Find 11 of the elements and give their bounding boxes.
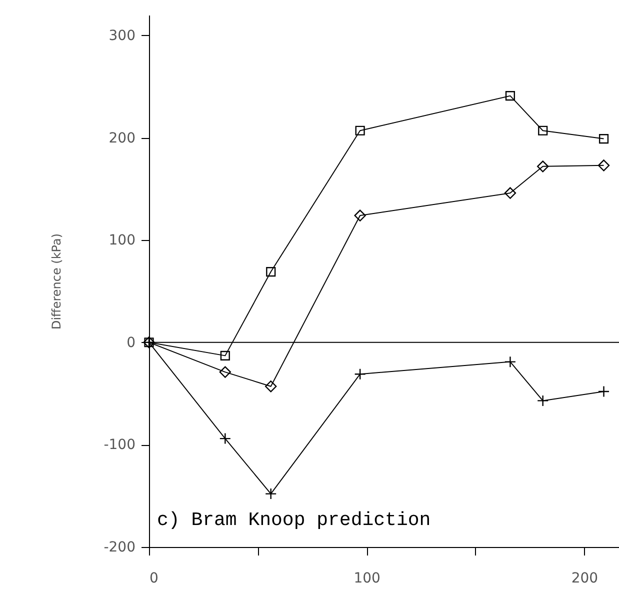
x-tick-label: 100 xyxy=(354,570,380,586)
y-tick-label: -200 xyxy=(104,540,136,556)
annotation: c) Bram Knoop prediction xyxy=(157,509,431,531)
y-tick-label: -100 xyxy=(104,437,136,454)
x-tick-label: 0 xyxy=(150,570,158,586)
y-tick-label: 300 xyxy=(108,28,136,44)
y-tick-label: 0 xyxy=(126,334,136,351)
y-axis-title: Difference (kPa) xyxy=(50,233,64,330)
y-tick-label: 100 xyxy=(108,232,136,249)
y-tick-label: 200 xyxy=(108,130,136,146)
x-tick-label: 200 xyxy=(571,570,598,586)
